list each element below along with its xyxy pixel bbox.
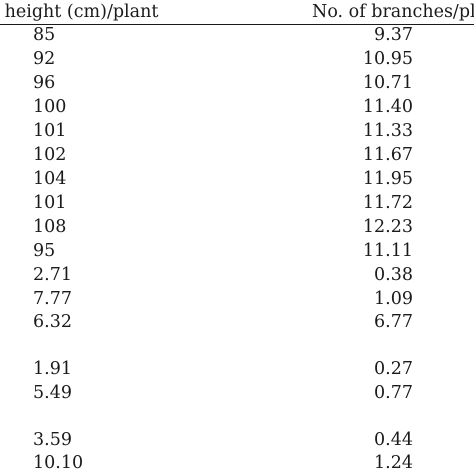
cell-branches: 12.23: [362, 217, 413, 237]
cell-plant-height: 95: [33, 241, 56, 261]
cell-plant-height: 7.77: [33, 289, 72, 309]
cell-branches: 11.11: [362, 241, 413, 261]
cell-branches: 1.24: [374, 453, 413, 473]
cell-plant-height: 101: [33, 121, 67, 141]
cell-branches: 11.72: [362, 193, 413, 213]
cell-branches: 11.33: [362, 121, 413, 141]
cell-branches: 11.95: [362, 169, 413, 189]
cell-plant-height: 108: [33, 217, 67, 237]
cell-branches: 10.71: [362, 73, 413, 93]
cell-branches: 11.67: [362, 145, 413, 165]
cell-branches: 0.38: [374, 265, 413, 285]
cell-branches: 0.27: [374, 359, 413, 379]
cell-plant-height: 96: [33, 73, 56, 93]
cell-branches: 9.37: [374, 25, 413, 45]
column-header-plant-height: t height (cm)/plant: [0, 2, 159, 22]
header-rule: [0, 24, 474, 25]
cell-branches: 10.95: [362, 49, 413, 69]
cell-plant-height: 101: [33, 193, 67, 213]
cell-plant-height: 92: [33, 49, 56, 69]
cell-plant-height: 100: [33, 97, 67, 117]
cell-branches: 0.77: [374, 383, 413, 403]
cell-branches: 6.77: [374, 312, 413, 332]
table-header-row: t height (cm)/plant No. of branches/pla: [0, 0, 474, 24]
cell-plant-height: 10.10: [33, 453, 84, 473]
cell-plant-height: 2.71: [33, 265, 72, 285]
cell-plant-height: 1.91: [33, 359, 72, 379]
cell-plant-height: 5.49: [33, 383, 72, 403]
cell-branches: 0.44: [374, 430, 413, 450]
cell-plant-height: 104: [33, 169, 67, 189]
cell-plant-height: 6.32: [33, 312, 72, 332]
cell-plant-height: 3.59: [33, 430, 72, 450]
cell-plant-height: 102: [33, 145, 67, 165]
cell-branches: 11.40: [362, 97, 413, 117]
column-header-branches: No. of branches/pla: [312, 2, 474, 22]
cell-plant-height: 85: [33, 25, 56, 45]
cell-branches: 1.09: [374, 289, 413, 309]
